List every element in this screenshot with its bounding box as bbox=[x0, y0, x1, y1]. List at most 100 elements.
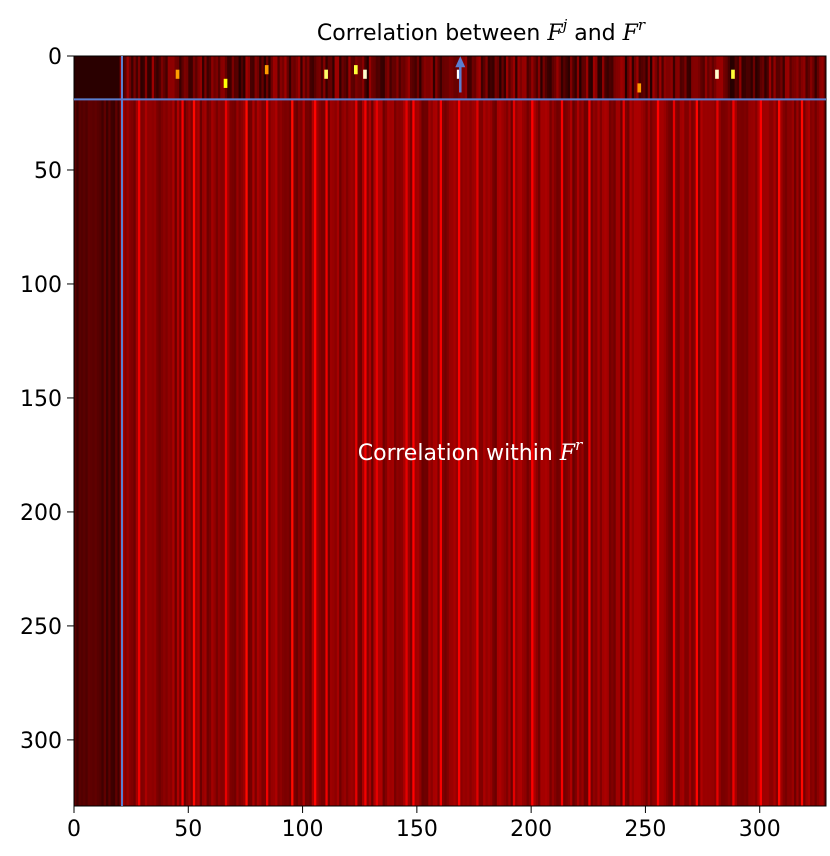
heatmap-top-band-cell bbox=[771, 56, 774, 100]
heatmap-column bbox=[515, 99, 518, 806]
heatmap-column bbox=[631, 99, 635, 806]
heatmap-top-band-cell bbox=[688, 56, 692, 100]
heatmap-column bbox=[798, 99, 802, 806]
heatmap-top-band-cell bbox=[718, 56, 722, 100]
heatmap-column bbox=[810, 99, 813, 806]
heatmap-column bbox=[803, 99, 806, 806]
heatmap-column bbox=[332, 99, 335, 806]
heatmap-top-band-cell bbox=[727, 56, 731, 100]
heatmap-top-band-cell bbox=[240, 56, 244, 100]
heatmap-column bbox=[391, 99, 395, 806]
heatmap-column bbox=[643, 99, 646, 806]
heatmap-top-band-cell bbox=[517, 56, 521, 100]
heatmap-top-band-cell bbox=[250, 56, 253, 100]
heatmap-top-band-cell bbox=[202, 56, 205, 100]
heatmap-column bbox=[535, 99, 539, 806]
heatmap-peak bbox=[456, 69, 461, 79]
x-tick-label: 50 bbox=[174, 817, 202, 842]
heatmap-column bbox=[638, 99, 642, 806]
heatmap-column bbox=[199, 99, 203, 806]
heatmap-column bbox=[362, 99, 365, 806]
heatmap-column bbox=[789, 99, 793, 806]
heatmap-column bbox=[435, 99, 438, 806]
heatmap-top-band-cell bbox=[311, 56, 315, 100]
heatmap-column bbox=[583, 99, 587, 806]
heatmap-column bbox=[291, 99, 294, 806]
heatmap-column bbox=[426, 99, 429, 806]
heatmap-column bbox=[471, 99, 475, 806]
heatmap-column bbox=[320, 99, 324, 806]
heatmap-column bbox=[240, 99, 244, 806]
y-tick-label: 150 bbox=[20, 387, 62, 412]
heatmap-top-band-cell bbox=[366, 56, 370, 100]
heatmap-top-band-cell bbox=[759, 56, 763, 100]
heatmap-top-band-cell bbox=[686, 56, 690, 100]
heatmap-column bbox=[661, 99, 665, 806]
heatmap-column bbox=[563, 99, 566, 806]
heatmap-top-band-cell bbox=[812, 56, 815, 100]
heatmap-column bbox=[348, 99, 351, 806]
heatmap-column bbox=[618, 99, 621, 806]
heatmap-top-band-cell bbox=[252, 56, 255, 100]
heatmap-column bbox=[300, 99, 303, 806]
heatmap-column bbox=[478, 99, 482, 806]
heatmap-top-band-cell bbox=[96, 56, 100, 100]
heatmap-top-band-cell bbox=[606, 56, 610, 100]
heatmap-column bbox=[755, 99, 758, 806]
heatmap-top-band-cell bbox=[341, 56, 345, 100]
heatmap-top-band-cell bbox=[277, 56, 281, 100]
heatmap-top-band-cell bbox=[768, 56, 772, 100]
heatmap-column bbox=[250, 99, 253, 806]
heatmap-top-band-cell bbox=[243, 56, 246, 100]
heatmap-column bbox=[208, 99, 212, 806]
heatmap-top-band-cell bbox=[480, 56, 484, 100]
heatmap-top-band-cell bbox=[746, 56, 749, 100]
heatmap-top-band-cell bbox=[419, 56, 422, 100]
heatmap-column bbox=[167, 99, 171, 806]
heatmap-column bbox=[672, 99, 676, 806]
heatmap-top-band-cell bbox=[748, 56, 751, 100]
heatmap-top-band-cell bbox=[423, 56, 427, 100]
heatmap-column bbox=[784, 99, 788, 806]
heatmap-top-band-cell bbox=[272, 56, 276, 100]
heatmap-column bbox=[684, 99, 687, 806]
heatmap-column bbox=[206, 99, 210, 806]
heatmap-top-band-cell bbox=[234, 56, 237, 100]
heatmap-column bbox=[634, 99, 637, 806]
heatmap-column bbox=[396, 99, 399, 806]
heatmap-top-band-cell bbox=[666, 56, 669, 100]
heatmap-top-band-cell bbox=[412, 56, 415, 100]
heatmap-top-band-cell bbox=[350, 56, 354, 100]
top-annotation-middle: and bbox=[567, 21, 622, 46]
heatmap-column bbox=[83, 99, 86, 806]
heatmap-top-band-cell bbox=[798, 56, 802, 100]
heatmap-column bbox=[816, 99, 820, 806]
heatmap-column bbox=[675, 99, 678, 806]
heatmap-top-band-cell bbox=[467, 56, 470, 100]
heatmap-column bbox=[469, 99, 473, 806]
heatmap-top-band-cell bbox=[442, 56, 445, 100]
heatmap-top-band-cell bbox=[87, 56, 91, 100]
heatmap-top-band-cell bbox=[387, 56, 390, 100]
heatmap-top-band-cell bbox=[570, 56, 573, 100]
heatmap-top-band-cell bbox=[186, 56, 189, 100]
heatmap-column bbox=[202, 99, 205, 806]
heatmap-top-band-cell bbox=[117, 56, 121, 100]
heatmap-top-band-cell bbox=[154, 56, 157, 100]
heatmap-top-band-cell bbox=[677, 56, 681, 100]
heatmap-column bbox=[597, 99, 601, 806]
heatmap-column bbox=[771, 99, 774, 806]
heatmap-top-band-cell bbox=[261, 56, 265, 100]
heatmap-column bbox=[263, 99, 267, 806]
heatmap-column bbox=[718, 99, 722, 806]
heatmap-column bbox=[279, 99, 283, 806]
heatmap-top-band-cell bbox=[695, 56, 699, 100]
top-symbol-1-sup: j bbox=[560, 16, 568, 34]
heatmap-top-band-cell bbox=[602, 56, 605, 100]
heatmap-column bbox=[149, 99, 153, 806]
heatmap-top-band-cell bbox=[538, 56, 541, 100]
heatmap-column bbox=[211, 99, 214, 806]
heatmap-column bbox=[686, 99, 690, 806]
heatmap-top-band-cell bbox=[814, 56, 818, 100]
